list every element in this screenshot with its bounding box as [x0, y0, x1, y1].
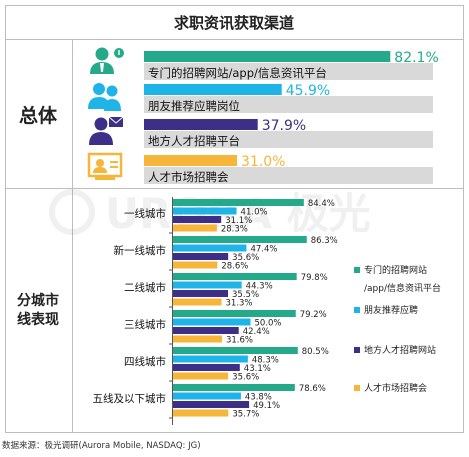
city-value-label-3-3: 35.5% [232, 290, 259, 300]
legend-label-1-line2: /app/信息资讯平台 [364, 282, 441, 294]
city-bar-1-4 [173, 224, 217, 232]
city-grouped-bar-chart: 一线城市84.4%41.0%31.1%28.3%新一线城市86.3%47.4%3… [93, 197, 338, 425]
city-bar-3-1 [173, 273, 297, 280]
city-category-label-6: 五线及以下城市 [93, 392, 167, 405]
city-section-label-line2: 线表现 [17, 311, 59, 328]
overall-bar-2 [144, 84, 282, 95]
city-value-label-5-2: 48.3% [252, 356, 279, 366]
outer-border [5, 5, 464, 433]
overall-track-2 [144, 96, 433, 113]
overall-bar-chart: 专门的招聘网站/app/信息资讯平台 82.1% 朋友推荐应聘岗位 45.9% 地方人才… [144, 50, 439, 184]
city-bar-5-1 [173, 347, 298, 354]
overall-category-label-1: 专门的招聘网站/app/信息资讯平台 [148, 66, 327, 80]
city-bar-6-2 [173, 392, 241, 400]
city-value-label-4-3: 42.4% [243, 327, 270, 337]
city-value-label-3-1: 79.8% [301, 273, 328, 283]
people-pair-icon [88, 83, 121, 111]
legend-label-3: 地方人才招聘网站 [364, 344, 436, 356]
legend-swatch-1 [354, 267, 360, 273]
city-category-label-4: 三线城市 [124, 318, 166, 331]
legend-label-2: 朋友推荐应聘 [364, 304, 418, 316]
legend-label-4: 人才市场招聘会 [364, 382, 427, 394]
city-bar-3-3 [173, 290, 229, 297]
manager-mail-icon [89, 116, 124, 145]
city-value-label-6-1: 78.6% [299, 384, 326, 394]
city-category-label-5: 四线城市 [124, 355, 166, 368]
city-value-label-2-1: 86.3% [311, 236, 338, 246]
city-value-label-1-1: 84.4% [308, 199, 335, 209]
city-category-label-2: 新一线城市 [114, 244, 167, 257]
overall-value-label-2: 45.9% [286, 83, 330, 99]
city-value-label-6-3: 49.1% [253, 401, 280, 411]
city-value-label-2-2: 47.4% [250, 245, 277, 255]
city-value-label-4-4: 31.6% [226, 336, 253, 346]
overall-bar-4 [144, 155, 237, 166]
overall-track-1 [144, 63, 433, 80]
city-bar-4-4 [173, 335, 222, 343]
city-bar-6-1 [173, 384, 295, 391]
city-bar-2-2 [173, 244, 247, 252]
overall-track-3 [144, 131, 433, 148]
data-source-note: 数据来源：极光调研(Aurora Mobile, NASDAQ: JG) [2, 441, 201, 451]
city-bar-2-3 [173, 253, 229, 260]
overall-value-label-3: 37.9% [262, 118, 306, 134]
city-value-label-4-2: 50.0% [255, 319, 282, 329]
legend-label-1: 专门的招聘网站 [364, 264, 427, 276]
city-value-label-3-2: 44.3% [246, 282, 273, 292]
city-bar-6-4 [173, 409, 229, 417]
city-bar-5-2 [173, 355, 248, 363]
legend-swatch-2 [354, 307, 360, 313]
svg-text:URORA 极光: URORA 极光 [105, 189, 371, 238]
city-category-label-3: 二线城市 [124, 281, 166, 294]
city-bar-4-1 [173, 310, 296, 317]
city-bar-4-3 [173, 327, 239, 334]
overall-track-4 [144, 167, 433, 184]
city-bar-4-2 [173, 318, 251, 326]
city-value-label-1-3: 31.1% [225, 216, 252, 226]
legend-swatch-4 [354, 385, 360, 391]
city-value-label-4-1: 79.2% [300, 310, 327, 320]
overall-bar-1 [144, 51, 391, 62]
recruiter-badge-icon [88, 45, 124, 74]
city-value-label-1-4: 28.3% [221, 225, 248, 235]
city-bar-3-2 [173, 281, 242, 289]
page-title: 求职资讯获取渠道 [174, 14, 294, 32]
overall-category-label-3: 地方人才招聘平台 [148, 134, 240, 148]
city-bar-1-1 [173, 199, 304, 206]
overall-category-label-2: 朋友推荐应聘岗位 [148, 99, 240, 113]
overall-category-label-4: 人才市场招聘会 [148, 170, 229, 184]
city-value-label-6-2: 43.8% [245, 393, 272, 403]
job-fair-card-icon [87, 152, 123, 180]
city-section-label-line1: 分城市 [17, 292, 59, 309]
overall-bar-3 [144, 119, 258, 130]
city-value-label-5-3: 43.1% [244, 364, 271, 374]
city-bar-1-3 [173, 216, 222, 223]
overall-value-label-4: 31.0% [241, 154, 285, 170]
city-value-label-5-1: 80.5% [302, 347, 329, 357]
city-bar-6-3 [173, 401, 250, 408]
city-value-label-6-4: 35.7% [232, 410, 259, 420]
city-value-label-2-3: 35.6% [232, 253, 259, 263]
aurora-watermark: URORA 极光 [49, 189, 371, 238]
city-bar-1-2 [173, 207, 237, 215]
overall-section-label: 总体 [19, 104, 58, 127]
city-bar-5-3 [173, 364, 240, 371]
city-value-label-5-4: 35.6% [232, 373, 259, 383]
city-category-label-1: 一线城市 [124, 207, 166, 220]
overall-value-label-1: 82.1% [394, 50, 438, 66]
city-bar-5-4 [173, 372, 229, 380]
city-bar-2-1 [173, 236, 307, 243]
city-bar-3-4 [173, 298, 222, 306]
city-bar-2-4 [173, 261, 218, 269]
city-value-label-3-4: 31.3% [226, 299, 253, 309]
legend-swatch-3 [354, 347, 360, 353]
city-value-label-1-2: 41.0% [241, 208, 268, 218]
city-value-label-2-4: 28.6% [221, 262, 248, 272]
